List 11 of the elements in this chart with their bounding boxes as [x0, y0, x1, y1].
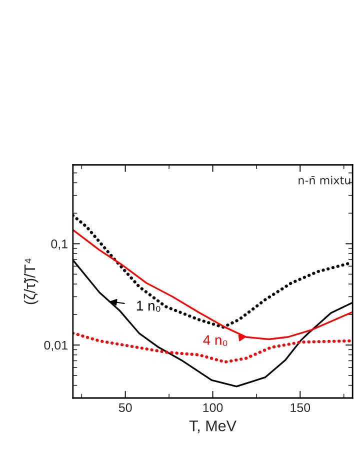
line-series — [72, 332, 352, 364]
y-axis-title: (ζ/τ̃)/T⁴ — [24, 258, 38, 304]
annotation: 1 n₀ — [137, 300, 160, 312]
x-axis-title: T, MeV — [189, 420, 236, 434]
annotation: n-n̄ mixtu — [298, 176, 350, 184]
annotation: 4 n₀ — [203, 335, 228, 346]
x-tick-label: 150 — [290, 403, 310, 412]
y-tick-label: 0,01 — [44, 340, 68, 352]
x-tick-label: 100 — [203, 403, 223, 412]
x-tick-label: 50 — [118, 403, 132, 412]
y-tick-label: 0,1 — [51, 240, 68, 250]
